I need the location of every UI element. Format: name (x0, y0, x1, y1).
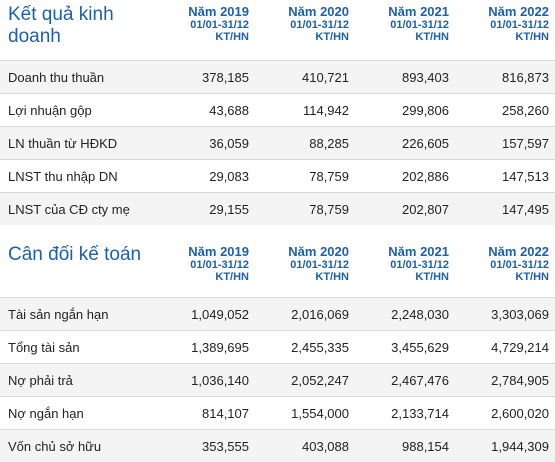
table-cell: 2,467,476 (391, 372, 449, 388)
balance-sheet-header: Cân đối kế toán Năm 2019 01/01-31/12 KT/… (0, 225, 555, 297)
column-unit: KT/HN (415, 31, 449, 43)
column-header: Năm 2022 01/01-31/12 KT/HN (455, 225, 555, 297)
table-cell: 2,052,247 (291, 372, 349, 388)
table-cell: 226,605 (402, 135, 449, 151)
row-label: Tổng tài sản (8, 339, 80, 355)
row-label: Doanh thu thuần (8, 69, 105, 85)
column-period: 01/01-31/12 (190, 19, 249, 31)
column-unit: KT/HN (315, 271, 349, 283)
table-cell: 88,285 (309, 135, 349, 151)
table-row: Vốn chủ sở hữu 353,555 403,088 988,154 1… (0, 429, 555, 462)
table-cell: 1,049,052 (191, 306, 249, 322)
table-cell: 893,403 (402, 69, 449, 85)
column-year: Năm 2020 (288, 4, 349, 19)
column-header: Năm 2020 01/01-31/12 KT/HN (255, 3, 355, 60)
column-period: 01/01-31/12 (190, 259, 249, 271)
table-cell: 403,088 (302, 438, 349, 454)
table-cell: 410,721 (302, 69, 349, 85)
table-cell: 1,554,000 (291, 405, 349, 421)
table-cell: 3,455,629 (391, 339, 449, 355)
table-cell: 29,083 (209, 168, 249, 184)
row-label: Lợi nhuận gộp (8, 102, 92, 118)
column-header: Năm 2021 01/01-31/12 KT/HN (355, 3, 455, 60)
table-cell: 299,806 (402, 102, 449, 118)
column-period: 01/01-31/12 (390, 19, 449, 31)
table-cell: 78,759 (309, 201, 349, 217)
column-header: Năm 2020 01/01-31/12 KT/HN (255, 225, 355, 297)
column-header: Năm 2019 01/01-31/12 KT/HN (155, 225, 255, 297)
row-label: LN thuần từ HĐKD (8, 135, 118, 151)
table-cell: 2,784,905 (491, 372, 549, 388)
column-year: Năm 2021 (388, 244, 449, 259)
table-cell: 147,495 (502, 201, 549, 217)
column-unit: KT/HN (515, 271, 549, 283)
income-statement-title: Kết quả kinh doanh (8, 4, 114, 47)
column-period: 01/01-31/12 (490, 259, 549, 271)
table-cell: 157,597 (502, 135, 549, 151)
income-statement-section: Kết quả kinh doanh Năm 2019 01/01-31/12 … (0, 0, 555, 225)
column-header: Năm 2021 01/01-31/12 KT/HN (355, 225, 455, 297)
table-cell: 43,688 (209, 102, 249, 118)
table-cell: 202,807 (402, 201, 449, 217)
column-year: Năm 2019 (188, 244, 249, 259)
column-year: Năm 2020 (288, 244, 349, 259)
table-cell: 2,133,714 (391, 405, 449, 421)
balance-sheet-title: Cân đối kế toán (8, 244, 142, 265)
table-cell: 78,759 (309, 168, 349, 184)
row-label: Vốn chủ sở hữu (8, 438, 102, 454)
column-header: Năm 2019 01/01-31/12 KT/HN (155, 3, 255, 60)
row-label: LNST của CĐ cty mẹ (8, 201, 130, 217)
table-row: LNST của CĐ cty mẹ 29,155 78,759 202,807… (0, 192, 555, 225)
table-row: LN thuần từ HĐKD 36,059 88,285 226,605 1… (0, 126, 555, 159)
table-row: Lợi nhuận gộp 43,688 114,942 299,806 258… (0, 93, 555, 126)
table-cell: 4,729,214 (491, 339, 549, 355)
income-statement-header: Kết quả kinh doanh Năm 2019 01/01-31/12 … (0, 0, 555, 60)
table-cell: 1,036,140 (191, 372, 249, 388)
table-cell: 29,155 (209, 201, 249, 217)
table-cell: 258,260 (502, 102, 549, 118)
row-label: Tài sản ngắn hạn (8, 306, 109, 322)
table-cell: 814,107 (202, 405, 249, 421)
column-period: 01/01-31/12 (290, 259, 349, 271)
table-cell: 2,248,030 (391, 306, 449, 322)
table-cell: 353,555 (202, 438, 249, 454)
table-cell: 114,942 (302, 102, 349, 118)
table-cell: 147,513 (502, 168, 549, 184)
table-row: Tài sản ngắn hạn 1,049,052 2,016,069 2,2… (0, 297, 555, 330)
table-cell: 202,886 (402, 168, 449, 184)
table-row: Doanh thu thuần 378,185 410,721 893,403 … (0, 60, 555, 93)
table-cell: 36,059 (209, 135, 249, 151)
column-year: Năm 2022 (488, 4, 549, 19)
table-row: LNST thu nhập DN 29,083 78,759 202,886 1… (0, 159, 555, 192)
column-year: Năm 2022 (488, 244, 549, 259)
column-unit: KT/HN (415, 271, 449, 283)
column-unit: KT/HN (215, 31, 249, 43)
table-cell: 2,016,069 (291, 306, 349, 322)
table-cell: 1,389,695 (191, 339, 249, 355)
table-cell: 816,873 (502, 69, 549, 85)
table-cell: 988,154 (402, 438, 449, 454)
row-label: Nợ ngắn hạn (8, 405, 84, 421)
row-label: Nợ phải trả (8, 372, 73, 388)
column-header: Năm 2022 01/01-31/12 KT/HN (455, 3, 555, 60)
table-cell: 2,455,335 (291, 339, 349, 355)
column-year: Năm 2019 (188, 4, 249, 19)
table-row: Nợ phải trả 1,036,140 2,052,247 2,467,47… (0, 363, 555, 396)
balance-sheet-section: Cân đối kế toán Năm 2019 01/01-31/12 KT/… (0, 225, 555, 462)
column-unit: KT/HN (315, 31, 349, 43)
table-row: Tổng tài sản 1,389,695 2,455,335 3,455,6… (0, 330, 555, 363)
table-cell: 1,944,309 (491, 438, 549, 454)
column-unit: KT/HN (215, 271, 249, 283)
table-cell: 378,185 (202, 69, 249, 85)
column-period: 01/01-31/12 (490, 19, 549, 31)
table-cell: 2,600,020 (491, 405, 549, 421)
row-label: LNST thu nhập DN (8, 168, 118, 184)
table-row: Nợ ngắn hạn 814,107 1,554,000 2,133,714 … (0, 396, 555, 429)
column-unit: KT/HN (515, 31, 549, 43)
column-year: Năm 2021 (388, 4, 449, 19)
table-cell: 3,303,069 (491, 306, 549, 322)
column-period: 01/01-31/12 (290, 19, 349, 31)
column-period: 01/01-31/12 (390, 259, 449, 271)
